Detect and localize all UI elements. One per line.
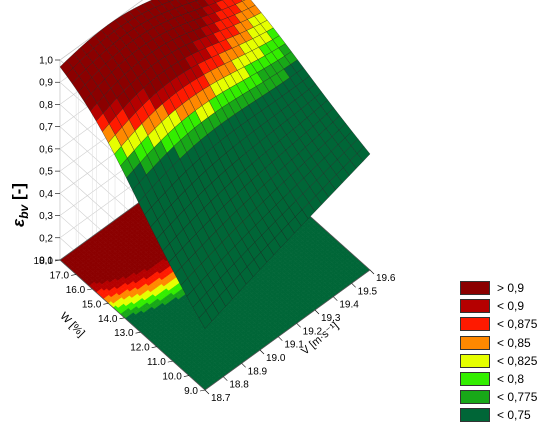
v-tick-label: 18.9 [248, 366, 268, 377]
z-tick-label: 0,6 [39, 144, 53, 155]
v-tick-label: 19.0 [266, 353, 286, 364]
v-tick-mark [205, 390, 209, 394]
legend-item: < 0,75 [460, 406, 550, 424]
w-tick-mark [103, 303, 108, 304]
legend-swatch [460, 408, 490, 422]
v-tick-mark [278, 337, 282, 341]
w-tick-label: 11.0 [147, 357, 166, 368]
w-tick-mark [168, 361, 173, 362]
legend-swatch [460, 281, 490, 295]
w-tick-mark [87, 289, 92, 290]
w-tick-mark [200, 390, 205, 391]
z-tick-label: 0,4 [39, 189, 53, 200]
v-tick-mark [297, 323, 301, 327]
legend-swatch [460, 390, 490, 404]
w-tick-label: 9.0 [184, 386, 198, 397]
v-tick-mark [352, 283, 356, 287]
w-tick-label: 12.0 [130, 343, 150, 354]
legend-item: < 0,825 [460, 352, 550, 370]
z-axis-label: εbv [-] [9, 183, 31, 227]
v-tick-mark [242, 363, 246, 367]
legend-label: < 0,75 [497, 408, 531, 422]
w-tick-mark [152, 347, 157, 348]
z-tick-label: 0,5 [39, 167, 53, 178]
w-tick-label: 17.0 [50, 270, 70, 281]
legend-item: < 0,85 [460, 334, 550, 352]
legend-item: < 0,875 [460, 315, 550, 333]
legend-label: > 0,9 [497, 281, 524, 295]
v-tick-label: 19.6 [376, 273, 396, 284]
v-tick-label: 19.4 [339, 300, 359, 311]
z-tick-label: 0,9 [39, 78, 53, 89]
v-tick-mark [223, 377, 227, 381]
legend-label: < 0,775 [497, 390, 537, 404]
z-tick-label: 1,0 [39, 56, 53, 67]
v-tick-mark [370, 270, 374, 274]
v-tick-mark [315, 310, 319, 314]
legend-item: < 0,775 [460, 388, 550, 406]
legend-swatch [460, 336, 490, 350]
legend-item: < 0,8 [460, 370, 550, 388]
legend-item: < 0,9 [460, 297, 550, 315]
legend-label: < 0,85 [497, 336, 531, 350]
legend-swatch [460, 317, 490, 331]
z-tick-label: 0,8 [39, 100, 53, 111]
z-tick-label: 0,3 [39, 211, 53, 222]
w-tick-mark [71, 274, 76, 275]
w-tick-mark [136, 332, 141, 333]
w-tick-label: 10.0 [162, 372, 182, 383]
z-tick-label: 0,7 [39, 122, 53, 133]
v-tick-label: 18.7 [211, 393, 231, 404]
legend-label: < 0,9 [497, 299, 524, 313]
v-tick-mark [260, 350, 264, 354]
w-tick-mark [119, 318, 124, 319]
v-tick-mark [333, 297, 337, 301]
legend-swatch [460, 299, 490, 313]
w-tick-label: 16.0 [66, 285, 86, 296]
w-tick-label: 13.0 [114, 328, 134, 339]
legend: > 0,9 < 0,9 < 0,875 < 0,85 < 0,825 < 0,8 < 0,7… [460, 279, 550, 425]
w-axis-label: W [%] [58, 310, 87, 339]
legend-swatch [460, 372, 490, 386]
legend-item: > 0,9 [460, 279, 550, 297]
w-tick-label: 18.0 [34, 256, 54, 267]
legend-label: < 0,8 [497, 372, 524, 386]
w-tick-label: 14.0 [98, 314, 118, 325]
z-tick-label: 0,2 [39, 233, 53, 244]
w-tick-mark [184, 376, 189, 377]
z-axis-ticks: 0,10,20,30,40,50,60,70,80,91,0 [39, 56, 60, 267]
w-tick-label: 15.0 [82, 299, 102, 310]
legend-label: < 0,875 [497, 317, 537, 331]
legend-label: < 0,825 [497, 354, 537, 368]
v-tick-label: 19.5 [358, 286, 378, 297]
legend-swatch [460, 354, 490, 368]
v-tick-label: 18.8 [229, 380, 249, 391]
